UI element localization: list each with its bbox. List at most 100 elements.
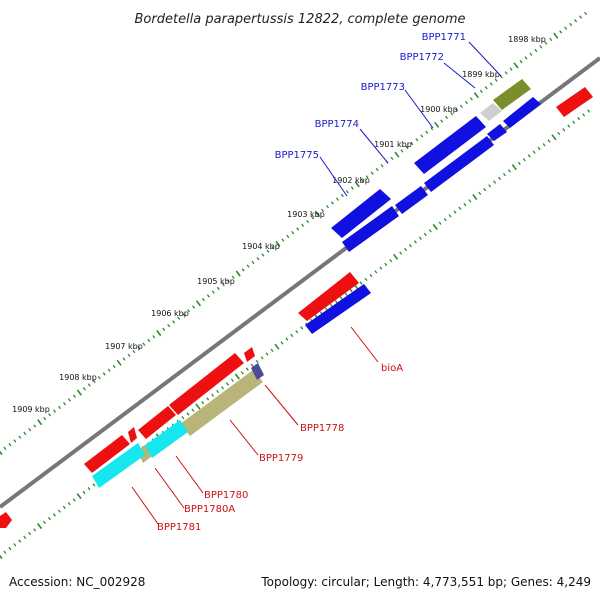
minor-tick (425, 130, 429, 134)
minor-tick (295, 330, 299, 334)
gene-label[interactable]: BPP1773 (361, 82, 405, 93)
minor-tick (280, 341, 284, 345)
minor-tick (271, 245, 275, 250)
minor-tick (72, 394, 76, 398)
minor-tick (567, 124, 571, 128)
gene-label[interactable]: BPP1771 (422, 32, 466, 43)
gene-label[interactable]: BPP1772 (400, 52, 444, 63)
minor-tick (532, 150, 536, 154)
gene-feature[interactable] (92, 443, 145, 488)
minor-tick (181, 415, 185, 420)
major-tick (195, 300, 202, 307)
gene-feature[interactable] (128, 427, 137, 443)
gene-label[interactable]: BPP1780 (204, 490, 248, 501)
minor-tick (400, 149, 404, 153)
minor-tick (306, 219, 310, 224)
minor-tick (127, 353, 131, 357)
minor-tick (579, 15, 583, 19)
major-tick (553, 32, 559, 39)
minor-tick (206, 294, 210, 298)
gene-label[interactable]: BPP1778 (300, 423, 344, 434)
minor-tick (92, 483, 96, 487)
minor-tick (364, 277, 368, 282)
minor-tick (132, 350, 136, 354)
gene-feature[interactable] (0, 512, 12, 528)
gene-feature[interactable] (251, 363, 264, 380)
minor-tick (569, 22, 573, 27)
gene-feature[interactable] (487, 124, 507, 141)
gene-label[interactable]: BPP1779 (259, 453, 303, 464)
minor-tick (375, 167, 379, 172)
kbp-label: 1902 kbp (332, 176, 370, 185)
gene-label[interactable]: BPP1774 (315, 119, 359, 130)
minor-tick (504, 71, 508, 75)
gene-feature[interactable] (84, 435, 130, 473)
gene-feature[interactable] (144, 420, 188, 458)
gene-feature[interactable] (138, 406, 176, 439)
minor-tick (13, 543, 17, 547)
major-tick (36, 523, 43, 530)
minor-tick (399, 251, 403, 255)
gene-feature[interactable] (305, 284, 371, 334)
gene-feature[interactable] (424, 136, 494, 192)
gene-feature[interactable] (493, 79, 531, 110)
minor-tick (577, 116, 581, 121)
minor-tick (484, 86, 488, 90)
gene-feature[interactable] (169, 353, 244, 415)
minor-tick (107, 368, 111, 372)
gene-feature[interactable] (503, 97, 541, 128)
gene-label[interactable]: BPP1781 (157, 522, 201, 533)
gene-feature[interactable] (244, 347, 255, 362)
callouts (131, 41, 502, 525)
kbp-label: 1906 kbp (151, 309, 189, 318)
minor-tick (463, 202, 467, 207)
minor-tick (53, 409, 57, 413)
minor-tick (290, 333, 294, 338)
minor-tick (52, 513, 56, 517)
minor-tick (182, 312, 186, 317)
minor-tick (147, 338, 151, 343)
minor-tick (379, 266, 383, 270)
gene-feature[interactable] (414, 116, 486, 174)
minor-tick (582, 113, 586, 117)
minor-tick (265, 352, 269, 356)
minor-tick (67, 502, 71, 506)
minor-tick (345, 190, 349, 194)
major-tick (513, 62, 519, 69)
gene-feature[interactable] (180, 370, 263, 436)
minor-tick (339, 296, 343, 300)
minor-tick (245, 367, 249, 371)
minor-tick (67, 398, 71, 402)
minor-tick (562, 128, 566, 132)
minor-tick (23, 431, 27, 436)
gene-label[interactable]: BPP1780A (184, 504, 235, 515)
gene-feature[interactable] (298, 272, 359, 321)
major-tick (432, 223, 438, 230)
major-tick (394, 151, 400, 158)
minor-tick (261, 253, 265, 257)
gene-feature[interactable] (480, 103, 502, 121)
minor-tick (33, 528, 37, 532)
minor-tick (440, 119, 444, 123)
minor-tick (231, 275, 235, 279)
accession-text: Accession: NC_002928 (9, 575, 145, 589)
minor-tick (167, 323, 171, 328)
minor-tick (206, 397, 210, 401)
gene-label[interactable]: bioA (381, 363, 403, 374)
minor-tick (335, 197, 339, 201)
gene-feature[interactable] (342, 206, 399, 252)
minor-tick (488, 184, 492, 188)
minor-tick (191, 408, 195, 412)
minor-tick (350, 186, 354, 190)
minor-tick (260, 356, 264, 360)
major-tick (393, 253, 399, 260)
gene-labels: BPP1771 BPP1772 BPP1773 BPP1774 BPP1775 … (157, 32, 466, 533)
minor-tick (413, 240, 417, 244)
minor-tick (211, 290, 215, 294)
gene-feature[interactable] (556, 87, 593, 117)
minor-tick (256, 257, 260, 261)
minor-tick (13, 439, 17, 443)
gene-feature[interactable] (395, 186, 428, 214)
gene-label[interactable]: BPP1775 (275, 150, 319, 161)
gene-feature[interactable] (331, 189, 391, 238)
